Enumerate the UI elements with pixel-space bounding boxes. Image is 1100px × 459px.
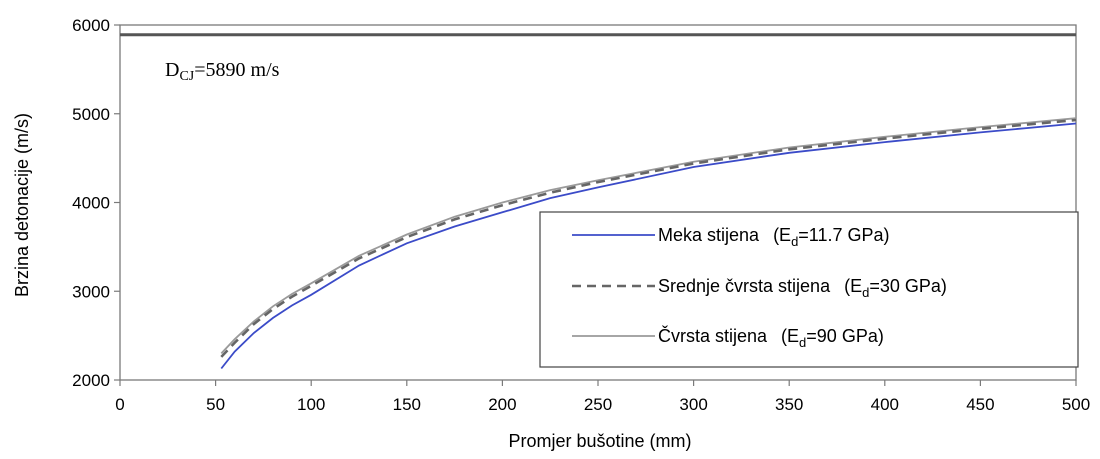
x-tick-label: 150 <box>393 395 421 414</box>
series-line-3 <box>220 117 1077 355</box>
legend-param-pre: (E <box>844 276 862 296</box>
x-tick-label: 500 <box>1062 395 1090 414</box>
x-tick-label: 450 <box>966 395 994 414</box>
dcj-label-main: D <box>165 59 179 81</box>
series-line-2 <box>220 118 1077 358</box>
x-tick-label: 50 <box>206 395 225 414</box>
legend-param-pre: (E <box>781 326 799 346</box>
y-axis: 2000 3000 4000 5000 6000 <box>72 16 120 390</box>
x-tick-label: 300 <box>679 395 707 414</box>
legend-label-1: Meka stijena (Ed=11.7 GPa) <box>658 225 890 249</box>
x-tick-label: 250 <box>584 395 612 414</box>
dcj-label-sub: CJ <box>179 69 194 84</box>
legend-param-sub: d <box>799 335 806 350</box>
series-line-1 <box>220 122 1077 370</box>
legend: Meka stijena (Ed=11.7 GPa)Srednje čvrsta … <box>539 211 1079 368</box>
y-axis-title: Brzina detonacije (m/s) <box>12 113 32 297</box>
x-tick-label: 100 <box>297 395 325 414</box>
y-tick-label: 5000 <box>72 105 110 124</box>
dcj-annotation: DCJ=5890 m/s <box>120 33 1076 84</box>
legend-param-sub: d <box>791 234 798 249</box>
legend-param-post: =30 GPa) <box>869 276 947 296</box>
legend-series-name: Meka stijena <box>658 225 760 245</box>
legend-series-name: Srednje čvrsta stijena <box>658 276 831 296</box>
x-tick-label: 350 <box>775 395 803 414</box>
legend-param-post: =11.7 GPa) <box>798 225 889 245</box>
dcj-label-rest: =5890 m/s <box>194 59 279 81</box>
x-axis: 0 50 100 150 200 250 300 350 400 450 500 <box>115 380 1090 414</box>
legend-series-name: Čvrsta stijena <box>658 325 768 346</box>
legend-label-2: Srednje čvrsta stijena (Ed=30 GPa) <box>658 276 947 300</box>
y-tick-label: 4000 <box>72 194 110 213</box>
legend-box <box>539 211 1079 368</box>
x-tick-label: 200 <box>488 395 516 414</box>
legend-param-pre: (E <box>773 225 791 245</box>
x-tick-label: 0 <box>115 395 124 414</box>
x-axis-title: Promjer bušotine (mm) <box>508 431 691 451</box>
legend-param-sub: d <box>862 285 869 300</box>
legend-param-post: =90 GPa) <box>806 326 884 346</box>
y-tick-label: 3000 <box>72 282 110 301</box>
dcj-label: DCJ=5890 m/s <box>165 59 280 84</box>
legend-label-3: Čvrsta stijena (Ed=90 GPa) <box>658 325 884 350</box>
y-tick-label: 2000 <box>72 371 110 390</box>
x-tick-label: 400 <box>871 395 899 414</box>
series-lines <box>220 117 1077 370</box>
y-tick-label: 6000 <box>72 16 110 35</box>
